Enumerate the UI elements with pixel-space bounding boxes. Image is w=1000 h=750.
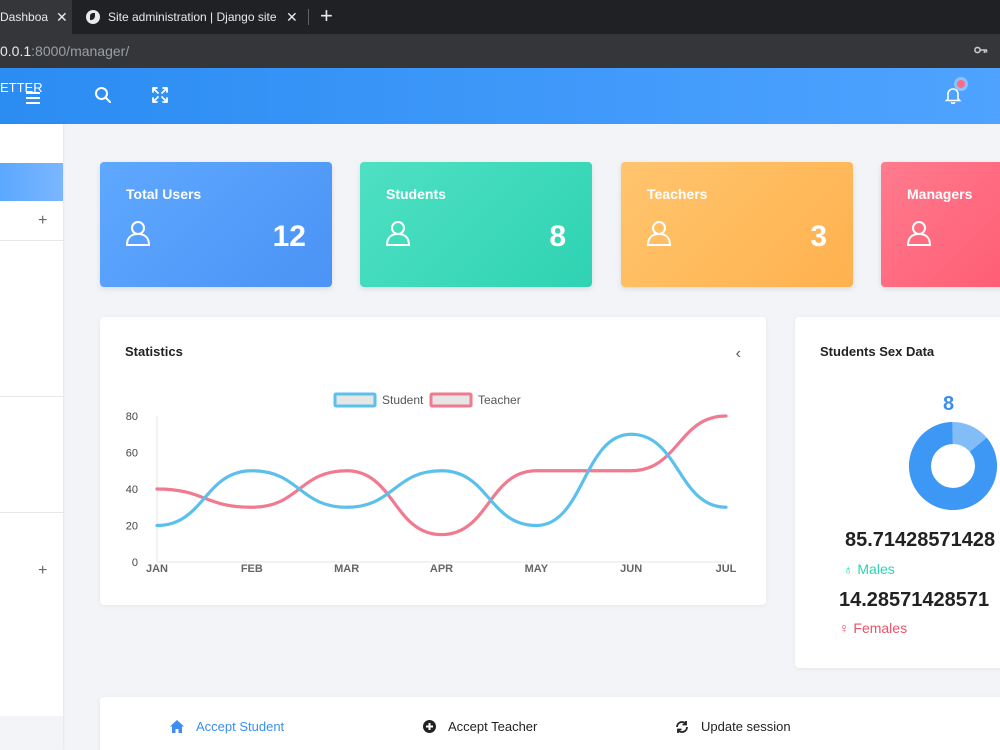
males-percentage: 85.71428571428 [845,529,996,551]
url-host: 0.0.1 [0,43,32,59]
actions-bar: Accept Student Accept Teacher Update ses… [100,697,1000,750]
bell-icon[interactable] [944,86,962,104]
action-label: Accept Teacher [448,719,538,734]
user-icon [646,221,672,246]
search-icon[interactable] [94,86,112,104]
card-value: 8 [549,220,566,253]
legend-label-teacher: Teacher [478,393,521,407]
x-tick-label: JAN [146,563,168,575]
series-line-student [155,432,728,528]
expand-plus-icon[interactable]: + [38,212,48,229]
card-label: Teachers [647,186,708,202]
user-icon [906,221,932,246]
card-label: Managers [907,186,973,202]
females-label: Females [853,620,908,636]
chevron-left-icon[interactable]: ‹ [735,345,741,362]
update-session-button[interactable]: Update session [675,719,791,734]
card-managers[interactable]: Managers [881,162,1000,287]
female-icon: ♀ [839,620,850,636]
card-label: Total Users [126,186,202,202]
students-count: 8 [943,393,955,415]
plus-circle-icon [423,720,436,733]
sidebar-item-active[interactable] [0,163,63,201]
card-teachers[interactable]: Teachers 3 [621,162,853,287]
male-icon: ♁ [843,561,854,577]
sex-donut-chart [909,422,997,510]
card-total-users[interactable]: Total Users 12 [100,162,332,287]
statistics-panel: Statistics ‹ 0 20 40 60 80 JAN FEB MAR APR MAY JUN… [100,317,766,605]
home-icon [170,720,184,733]
tab-dashboard[interactable]: Dashboa ✕ [0,0,72,34]
new-tab-icon[interactable]: + [320,3,333,28]
expand-plus-icon[interactable]: + [38,562,48,579]
refresh-icon [676,720,688,733]
brand-logo: ETTER [0,80,43,95]
females-percentage: 14.28571428571 [839,589,990,611]
fullscreen-icon[interactable] [151,86,169,104]
user-icon [125,221,151,246]
statistics-line-chart: 0 20 40 60 80 JAN FEB MAR APR MAY JUN JUL Student Tea… [126,392,737,575]
url-path: :8000/manager/ [31,43,130,59]
card-students[interactable]: Students 8 [360,162,592,287]
sidebar-divider [0,240,63,241]
x-tick-label: MAY [525,563,549,575]
sex-data-panel: Students Sex Data 8 85.71428571428 ♁ Mal… [795,317,1000,668]
tab-title: Dashboa [0,10,48,24]
y-tick-label: 60 [126,448,138,460]
x-tick-label: JUL [716,563,737,575]
key-icon[interactable] [974,46,988,54]
y-tick-label: 20 [126,521,138,533]
sidebar-divider [0,396,63,397]
card-value: 12 [272,220,306,253]
y-tick-label: 80 [126,411,138,423]
legend-label-student: Student [382,393,424,407]
browser-tab-bar: Dashboa ✕ Site administration | Django s… [0,0,1000,34]
legend-swatch-student [333,392,377,408]
x-tick-label: JUN [620,563,642,575]
tab-separator [308,9,309,25]
action-label: Update session [701,719,791,734]
sidebar: + + [0,124,63,750]
y-tick-label: 0 [132,557,138,569]
notification-badge [957,80,965,88]
card-label: Students [386,186,446,202]
close-icon[interactable]: ✕ [56,8,68,25]
x-tick-label: FEB [241,563,263,575]
females-label-row: ♀ Females [839,620,907,636]
action-label: Accept Student [196,719,285,734]
url-text[interactable]: 0.0.1:8000/manager/ [0,43,129,59]
x-tick-label: APR [430,563,453,575]
panel-title: Statistics [125,344,183,359]
close-icon[interactable]: ✕ [286,8,298,25]
address-bar[interactable]: 0.0.1:8000/manager/ [0,34,1000,68]
sidebar-footer [0,716,63,750]
tab-title: Site administration | Django site a [108,10,278,24]
legend-swatch-teacher [429,392,473,408]
menu-icon[interactable] [26,92,40,104]
males-label: Males [857,561,895,577]
tab-site-administration[interactable]: Site administration | Django site a ✕ [86,0,302,34]
sidebar-divider [0,512,63,513]
app-header: ETTER [0,68,1000,124]
user-icon [385,221,411,246]
accept-teacher-button[interactable]: Accept Teacher [423,719,537,734]
x-tick-label: MAR [334,563,359,575]
males-label-row: ♁ Males [843,561,895,577]
panel-title: Students Sex Data [820,344,935,359]
globe-icon [86,10,100,24]
y-tick-label: 40 [126,484,138,496]
card-value: 3 [810,220,827,253]
accept-student-button[interactable]: Accept Student [170,719,284,734]
